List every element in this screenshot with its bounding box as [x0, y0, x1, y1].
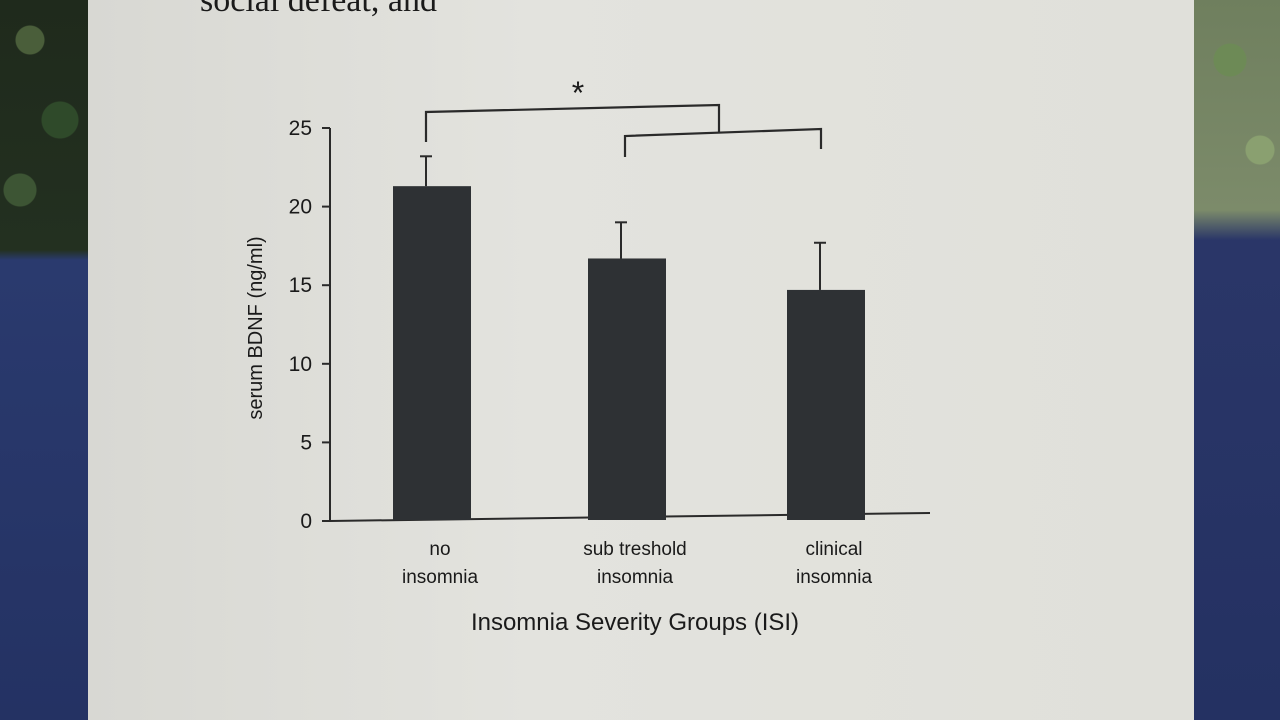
background-left: [0, 0, 90, 720]
x-tick-label: sub treshold insomnia: [583, 539, 687, 588]
significance-bracket: [424, 103, 721, 142]
x-tick-label: clinical insomnia: [796, 539, 872, 588]
y-tick-label: 0: [300, 510, 312, 533]
y-tick-label: 10: [289, 353, 312, 376]
significance-bracket: [623, 127, 823, 157]
y-axis-title: serum BDNF (ng/ml): [245, 236, 267, 419]
bar: [787, 289, 865, 520]
x-axis-title: Insomnia Severity Groups (ISI): [471, 609, 799, 636]
y-tick-label: 15: [289, 274, 312, 297]
background-right: [1190, 0, 1280, 720]
y-tick-label: 20: [289, 196, 312, 219]
bar: [588, 258, 666, 520]
bar: [393, 186, 471, 520]
y-tick-label: 25: [289, 117, 312, 140]
significance-star: *: [572, 75, 584, 111]
y-tick-label: 5: [300, 431, 312, 454]
x-tick-label: no insomnia: [402, 539, 478, 588]
book-text-top: social defeat, and: [200, 0, 437, 19]
